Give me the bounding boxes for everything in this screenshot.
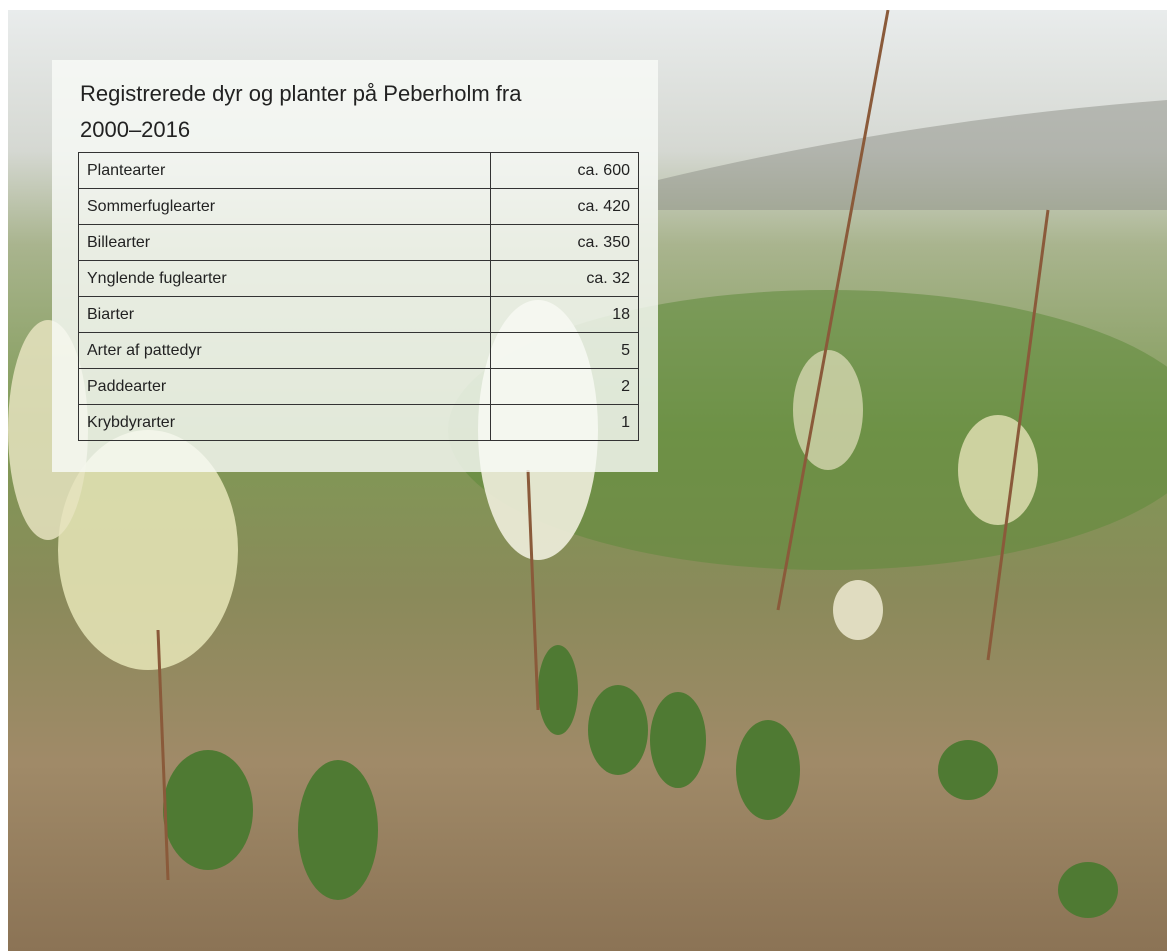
species-count: ca. 350 <box>491 225 639 261</box>
species-label: Krybdyrarter <box>79 405 491 441</box>
species-label: Billearter <box>79 225 491 261</box>
species-label: Ynglende fuglearter <box>79 261 491 297</box>
species-count: ca. 600 <box>491 153 639 189</box>
species-count: 5 <box>491 333 639 369</box>
info-panel: Registrerede dyr og planter på Peberholm… <box>52 60 658 472</box>
species-count: 2 <box>491 369 639 405</box>
page: Registrerede dyr og planter på Peberholm… <box>0 0 1167 951</box>
species-label: Paddearter <box>79 369 491 405</box>
species-label: Sommerfuglearter <box>79 189 491 225</box>
panel-title: Registrerede dyr og planter på Peberholm… <box>80 76 580 148</box>
species-label: Biarter <box>79 297 491 333</box>
species-count: 18 <box>491 297 639 333</box>
species-count: ca. 32 <box>491 261 639 297</box>
species-count: ca. 420 <box>491 189 639 225</box>
species-count: 1 <box>491 405 639 441</box>
species-label: Arter af pattedyr <box>79 333 491 369</box>
species-label: Plantearter <box>79 153 491 189</box>
